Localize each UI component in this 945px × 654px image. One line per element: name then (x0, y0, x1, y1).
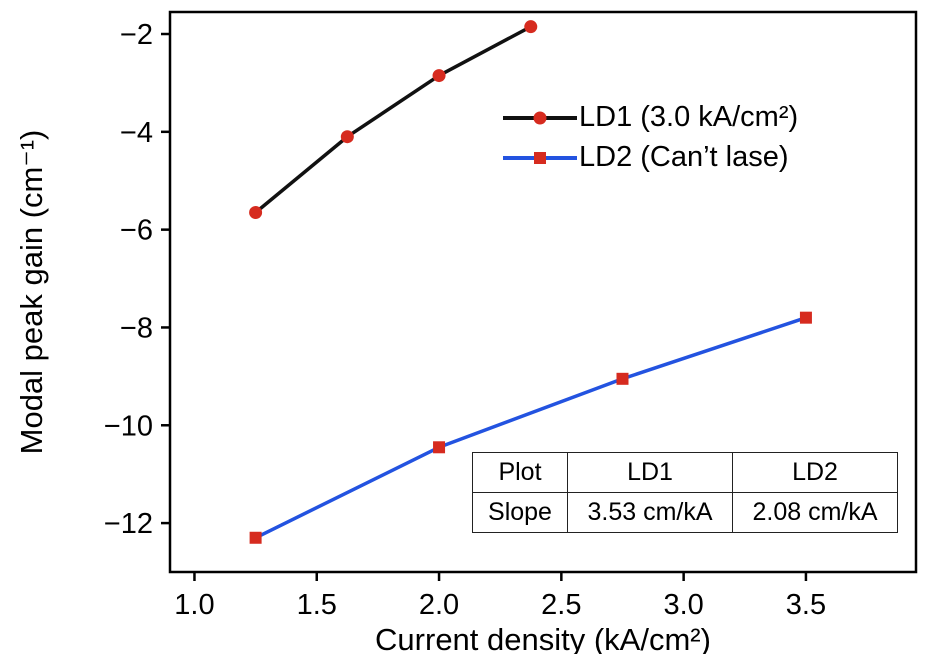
table-cell-ld1-slope: 3.53 cm/kA (567, 492, 733, 533)
data-point-marker (799, 311, 812, 324)
data-point-marker (249, 206, 263, 220)
ld1-line-sample (503, 111, 577, 124)
table-cell-slope-label: Slope (472, 492, 568, 533)
legend: LD1 (3.0 kA/cm²) LD2 (Can’t lase) (503, 101, 798, 174)
y-tick-label: −8 (120, 312, 153, 344)
y-axis-title: Modal peak gain (cm⁻¹) (14, 130, 49, 455)
data-point-marker (249, 531, 262, 544)
y-tick-label: −10 (104, 410, 153, 442)
data-point-marker (616, 372, 629, 385)
table-slope-row: Slope 3.53 cm/kA 2.08 cm/kA (472, 492, 898, 533)
plot-frame (168, 10, 918, 574)
table-header-ld2: LD2 (732, 452, 898, 493)
y-tick-label: −4 (120, 117, 153, 149)
data-point-marker (340, 130, 354, 144)
slope-inset-table: Plot LD1 LD2 Slope 3.53 cm/kA 2.08 cm/kA (472, 452, 898, 533)
legend-entry-ld2: LD2 (Can’t lase) (503, 141, 798, 174)
y-tick-label: −12 (104, 508, 153, 540)
x-tick-label: 3.0 (663, 589, 703, 621)
ld2-square-marker-icon (534, 151, 546, 164)
legend-entry-ld1: LD1 (3.0 kA/cm²) (503, 101, 798, 134)
y-tick-label: −2 (120, 19, 153, 51)
data-point-marker (524, 20, 538, 34)
x-tick-label: 2.5 (541, 589, 581, 621)
series-line-2 (253, 315, 808, 540)
x-tick-label: 1.5 (297, 589, 337, 621)
x-tick-label: 2.0 (419, 589, 459, 621)
x-tick-label: 1.0 (174, 589, 214, 621)
table-header-row: Plot LD1 LD2 (472, 452, 898, 493)
table-header-ld1: LD1 (567, 452, 733, 493)
legend-label-ld1: LD1 (3.0 kA/cm²) (579, 101, 799, 133)
ld1-circle-marker-icon (533, 111, 547, 124)
table-header-plot: Plot (472, 452, 568, 493)
data-point-marker (433, 441, 446, 454)
legend-label-ld2: LD2 (Can’t lase) (579, 141, 789, 173)
ld2-line-sample (503, 151, 577, 164)
data-point-marker (432, 69, 446, 83)
x-tick-label: 3.5 (786, 589, 826, 621)
series-line-1 (253, 24, 533, 215)
y-tick-label: −6 (120, 215, 153, 247)
table-cell-ld2-slope: 2.08 cm/kA (732, 492, 898, 533)
x-axis-title: Current density (kA/cm²) (375, 622, 711, 654)
